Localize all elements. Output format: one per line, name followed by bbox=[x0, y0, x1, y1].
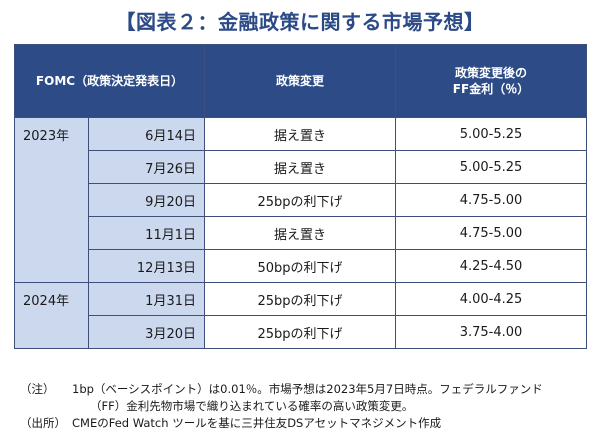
policy-cell: 50bpの利下げ bbox=[204, 249, 396, 283]
table-row: 3月20日 25bpの利下げ 3.75-4.00 bbox=[15, 315, 587, 349]
year-cell-2023: 2023年 bbox=[14, 117, 89, 283]
market-forecast-table: FOMC（政策決定発表日） 政策変更 政策変更後の FF金利（％） 2023年 … bbox=[14, 44, 587, 349]
header-rate-line1: 政策変更後の bbox=[454, 66, 527, 80]
table-row: 2023年 6月14日 据え置き 5.00-5.25 bbox=[14, 117, 587, 283]
rate-cell: 3.75-4.00 bbox=[395, 315, 587, 349]
source-text: CMEのFed Watch ツールを基に三井住友DSアセットマネジメント作成 bbox=[72, 416, 442, 430]
note-label: （注） bbox=[20, 382, 55, 396]
date-cell: 3月20日 bbox=[88, 315, 205, 349]
date-cell: 1月31日 bbox=[88, 282, 205, 316]
figure-title: 【図表２：金融政策に関する市場予想】 bbox=[115, 10, 485, 34]
header-fomc: FOMC（政策決定発表日） bbox=[14, 44, 205, 118]
policy-cell: 据え置き bbox=[204, 117, 396, 151]
header-rate: 政策変更後の FF金利（％） bbox=[395, 44, 587, 118]
table-row: 7月26日 据え置き 5.00-5.25 bbox=[15, 150, 587, 184]
header-policy: 政策変更 bbox=[204, 44, 396, 118]
header-rate-line2: FF金利（％） bbox=[452, 82, 530, 96]
source-row: （出所） CMEのFed Watch ツールを基に三井住友DSアセットマネジメン… bbox=[20, 415, 590, 432]
rate-cell: 5.00-5.25 bbox=[395, 117, 587, 151]
rate-cell: 4.00-4.25 bbox=[395, 282, 587, 316]
table-row: 11月1日 据え置き 4.75-5.00 bbox=[15, 216, 587, 250]
note-text-line2: （FF）金利先物市場で織り込まれている確率の高い政策変更。 bbox=[90, 399, 414, 413]
table-row: 2024年 1月31日 25bpの利下げ 4.00-4.25 bbox=[14, 282, 587, 349]
note-text-line1: 1bp（ベーシスポイント）は0.01％。市場予想は2023年5月7日時点。フェデ… bbox=[72, 382, 543, 396]
policy-cell: 据え置き bbox=[204, 150, 396, 184]
policy-cell: 25bpの利下げ bbox=[204, 183, 396, 217]
policy-cell: 据え置き bbox=[204, 216, 396, 250]
table-row: 12月13日 50bpの利下げ 4.25-4.50 bbox=[15, 249, 587, 283]
date-cell: 6月14日 bbox=[88, 117, 205, 151]
table-header-row: FOMC（政策決定発表日） 政策変更 政策変更後の FF金利（％） bbox=[14, 44, 587, 118]
footnotes: （注） 1bp（ベーシスポイント）は0.01％。市場予想は2023年5月7日時点… bbox=[20, 381, 590, 432]
policy-cell: 25bpの利下げ bbox=[204, 315, 396, 349]
note-row: （注） 1bp（ベーシスポイント）は0.01％。市場予想は2023年5月7日時点… bbox=[20, 381, 590, 398]
rate-cell: 4.75-5.00 bbox=[395, 216, 587, 250]
rate-cell: 5.00-5.25 bbox=[395, 150, 587, 184]
rate-cell: 4.75-5.00 bbox=[395, 183, 587, 217]
date-cell: 7月26日 bbox=[88, 150, 205, 184]
note-row-continued: （FF）金利先物市場で織り込まれている確率の高い政策変更。 bbox=[20, 398, 590, 415]
source-label: （出所） bbox=[20, 416, 66, 430]
date-cell: 9月20日 bbox=[88, 183, 205, 217]
policy-cell: 25bpの利下げ bbox=[204, 282, 396, 316]
table-row: 9月20日 25bpの利下げ 4.75-5.00 bbox=[15, 183, 587, 217]
date-cell: 12月13日 bbox=[88, 249, 205, 283]
date-cell: 11月1日 bbox=[88, 216, 205, 250]
year-cell-2024: 2024年 bbox=[14, 282, 89, 349]
rate-cell: 4.25-4.50 bbox=[395, 249, 587, 283]
